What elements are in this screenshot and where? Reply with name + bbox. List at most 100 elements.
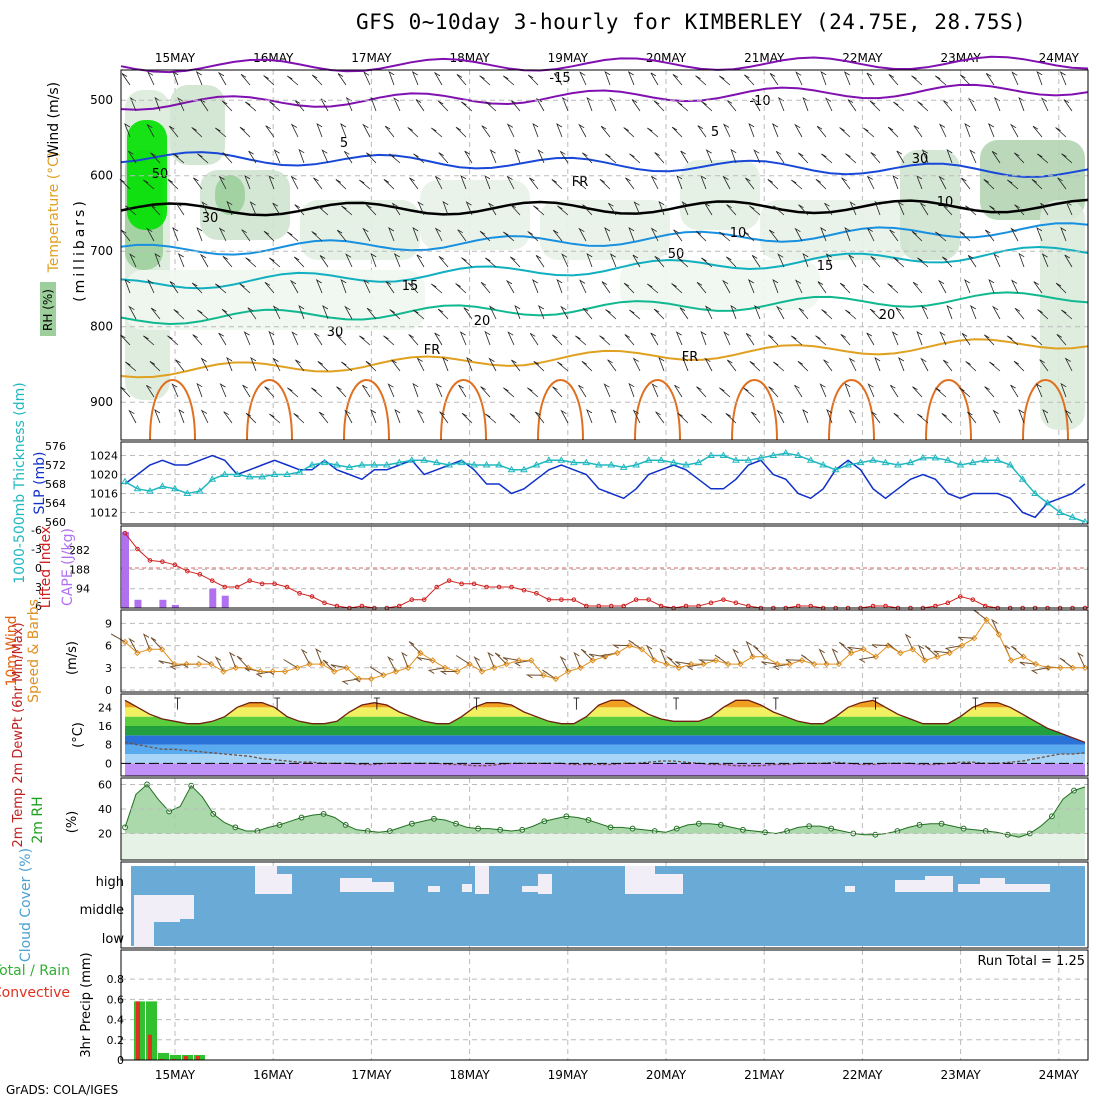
wind-barb xyxy=(705,149,713,164)
wind-barb xyxy=(989,205,1001,216)
thickness-point xyxy=(121,477,129,485)
wind-barb-10m xyxy=(542,669,557,680)
precip-convective-bar xyxy=(136,1001,140,1060)
wind-barb xyxy=(586,408,593,424)
wind-barb xyxy=(383,335,395,346)
wind-barb-10m xyxy=(573,651,581,668)
wind-barb xyxy=(791,335,803,346)
cloud-patch xyxy=(1005,884,1050,892)
rh-legend-swatch xyxy=(40,282,56,336)
cloud-patch xyxy=(372,882,394,892)
wind-barb-10m xyxy=(487,651,495,668)
rh-tick: 60 xyxy=(98,778,112,791)
wind-barb xyxy=(431,283,443,294)
panel-frame xyxy=(120,861,1089,949)
wind-barb xyxy=(935,75,947,86)
wind-barb xyxy=(898,357,905,372)
wind-barb xyxy=(797,360,809,372)
wind-point xyxy=(1057,664,1064,672)
wind-barb xyxy=(199,253,209,268)
wind-barb xyxy=(172,227,179,242)
cloud-patch xyxy=(845,886,855,892)
thickness-point xyxy=(158,482,167,489)
wind-barb xyxy=(704,202,713,216)
li-line xyxy=(124,532,1085,609)
contour-label: 50 xyxy=(152,167,169,182)
surface-isotherm xyxy=(828,379,875,441)
wind-barb xyxy=(775,150,785,164)
wind10m-unit: (m/s) xyxy=(65,641,80,675)
wind-barb-10m xyxy=(944,645,963,652)
wind-barb xyxy=(575,179,587,190)
wind-barb xyxy=(527,231,539,242)
wind-barb xyxy=(480,386,491,398)
wind-barb xyxy=(341,205,353,216)
wind-barb xyxy=(578,227,587,242)
wind-barb xyxy=(820,70,827,86)
wind-barb xyxy=(119,178,131,190)
wind-barb xyxy=(1031,335,1043,346)
wind-barb xyxy=(791,179,803,190)
wind-barb xyxy=(650,72,659,86)
wind-barb xyxy=(460,174,467,190)
wind-barb xyxy=(984,229,995,242)
wind-barb xyxy=(154,409,161,424)
contour-label: -10 xyxy=(749,94,770,109)
wind-point xyxy=(1081,664,1089,672)
wind-barb xyxy=(798,204,809,216)
wind-barb-10m xyxy=(142,633,151,650)
wind-barb xyxy=(960,74,971,86)
contour-label: 5 xyxy=(711,125,719,140)
wind-barb xyxy=(753,149,761,164)
wind-barb xyxy=(415,99,425,112)
wind-barb xyxy=(866,332,875,346)
li-point xyxy=(135,546,140,552)
wind-barb xyxy=(340,278,347,294)
cloud-level-low: low xyxy=(102,932,125,947)
wind-barb xyxy=(866,175,875,190)
wind-barb xyxy=(268,330,275,346)
wind-barb xyxy=(632,409,641,424)
wind-barb xyxy=(1063,99,1073,112)
wind-barb xyxy=(366,152,377,164)
wind-barb xyxy=(168,125,179,138)
wind-barb xyxy=(848,409,857,424)
wind-barb xyxy=(150,307,161,320)
wind-barb xyxy=(632,357,641,372)
wind-barb xyxy=(1065,201,1073,216)
wind-barb xyxy=(464,150,473,164)
wind-barb-10m xyxy=(838,641,852,654)
wind-barb xyxy=(1064,409,1073,424)
wind-barb xyxy=(743,387,755,398)
wind-barb-10m xyxy=(255,671,273,678)
contour-label: 20 xyxy=(474,314,491,329)
wind-tick: 3 xyxy=(105,662,112,675)
wind-barb xyxy=(147,71,155,86)
bottom-day-label: 24MAY xyxy=(1039,1068,1080,1082)
wind-barb xyxy=(466,356,473,372)
wind-barb xyxy=(608,202,617,216)
wind-barb xyxy=(366,204,377,216)
wind-barb xyxy=(629,309,641,320)
wind-point xyxy=(626,642,633,649)
wind-barb xyxy=(239,126,251,138)
wind-barb-10m xyxy=(427,667,446,674)
wind-barb xyxy=(773,361,785,372)
wind-barb xyxy=(264,386,275,398)
wind-barb xyxy=(552,334,563,346)
wind-barb xyxy=(676,174,683,190)
wind-barb-10m xyxy=(904,633,914,650)
wind-barb xyxy=(647,127,659,138)
li-tick: 6 xyxy=(35,600,42,613)
wind-barb xyxy=(391,359,401,372)
wind-barb xyxy=(1010,227,1019,242)
surface-isotherm xyxy=(440,379,487,441)
wind-barb xyxy=(1013,360,1025,372)
wind-barb xyxy=(435,383,443,398)
li-tick: -6 xyxy=(31,524,42,537)
thickness-axis-label: 1000-500mb Thickness (dm) xyxy=(12,382,28,583)
wind-barb xyxy=(941,413,953,424)
wind-barb xyxy=(841,177,851,190)
wind-barb xyxy=(1037,153,1049,164)
wind-barb xyxy=(317,361,329,372)
